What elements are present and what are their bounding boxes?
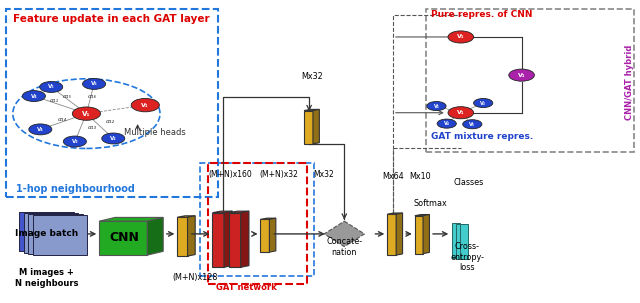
Polygon shape	[324, 221, 365, 247]
Text: V₅: V₅	[48, 85, 54, 89]
Text: α₁₆: α₁₆	[88, 94, 97, 99]
Polygon shape	[99, 218, 163, 221]
FancyBboxPatch shape	[33, 215, 87, 255]
Text: V₁: V₁	[82, 111, 91, 117]
Text: GAT mixture repres.: GAT mixture repres.	[431, 132, 533, 142]
Text: Classes: Classes	[453, 178, 484, 187]
Polygon shape	[177, 216, 195, 217]
Text: Feature update in each GAT layer: Feature update in each GAT layer	[13, 14, 209, 24]
Polygon shape	[229, 211, 249, 213]
Circle shape	[22, 91, 45, 102]
Text: V₁: V₁	[457, 35, 465, 39]
Polygon shape	[415, 215, 429, 216]
Text: V₁: V₁	[518, 73, 525, 78]
Circle shape	[437, 119, 456, 128]
Polygon shape	[387, 213, 403, 214]
Text: Mx64: Mx64	[382, 172, 404, 181]
Circle shape	[448, 107, 474, 119]
Text: α₁₄: α₁₄	[58, 117, 67, 122]
Text: V₃: V₃	[480, 101, 486, 105]
Text: CNN: CNN	[110, 231, 140, 244]
Polygon shape	[177, 217, 188, 256]
Text: (M+N)x160: (M+N)x160	[209, 170, 252, 179]
FancyBboxPatch shape	[460, 225, 468, 259]
Polygon shape	[415, 216, 423, 254]
Polygon shape	[269, 218, 276, 252]
Polygon shape	[224, 211, 232, 267]
FancyBboxPatch shape	[24, 213, 78, 253]
Text: M images +
N neighbours: M images + N neighbours	[15, 268, 79, 288]
Text: CNN/GAT hybrid: CNN/GAT hybrid	[625, 45, 634, 120]
Polygon shape	[241, 211, 249, 267]
Text: V₃: V₃	[72, 139, 78, 144]
Circle shape	[427, 102, 446, 111]
FancyBboxPatch shape	[28, 214, 83, 254]
Text: V₁: V₁	[433, 104, 440, 108]
FancyBboxPatch shape	[456, 224, 464, 259]
Text: V₆: V₆	[91, 82, 97, 86]
Polygon shape	[147, 218, 163, 255]
Text: Mx32: Mx32	[313, 170, 333, 179]
Polygon shape	[396, 213, 403, 255]
Circle shape	[29, 124, 52, 135]
Polygon shape	[188, 216, 195, 256]
Polygon shape	[212, 211, 232, 213]
Polygon shape	[387, 214, 396, 255]
Text: 1-hop neighbourhood: 1-hop neighbourhood	[16, 184, 135, 194]
Polygon shape	[212, 213, 224, 267]
Text: Concate-
nation: Concate- nation	[326, 237, 362, 257]
Text: V₁: V₁	[141, 103, 149, 108]
Text: α₁₃: α₁₃	[88, 125, 97, 130]
Circle shape	[102, 133, 125, 144]
Text: V₄: V₄	[444, 121, 450, 126]
Text: (M+N)x32: (M+N)x32	[259, 170, 298, 179]
Circle shape	[63, 136, 86, 147]
Polygon shape	[304, 111, 313, 144]
Circle shape	[131, 98, 159, 112]
Text: V₄: V₄	[37, 127, 44, 132]
Polygon shape	[99, 221, 147, 255]
Text: Pure repres. of CNN: Pure repres. of CNN	[431, 10, 532, 19]
Circle shape	[83, 78, 106, 89]
Text: GAT network: GAT network	[216, 283, 276, 292]
Circle shape	[509, 69, 534, 81]
Text: Mx32: Mx32	[301, 72, 323, 81]
Polygon shape	[260, 218, 276, 219]
Polygon shape	[304, 109, 319, 111]
Text: V₁: V₁	[457, 110, 465, 115]
Circle shape	[72, 107, 100, 120]
Polygon shape	[260, 219, 269, 252]
Text: V₂: V₂	[110, 136, 116, 141]
Text: Multiple heads: Multiple heads	[124, 128, 186, 137]
Circle shape	[448, 31, 474, 43]
FancyBboxPatch shape	[452, 223, 460, 258]
Polygon shape	[229, 213, 241, 267]
Text: α₁₂: α₁₂	[106, 119, 115, 124]
Polygon shape	[423, 215, 429, 254]
Circle shape	[474, 98, 493, 108]
Polygon shape	[313, 109, 319, 144]
Text: α₁₁: α₁₁	[50, 98, 59, 103]
FancyBboxPatch shape	[19, 212, 74, 251]
Text: α₁₅: α₁₅	[63, 94, 72, 99]
Text: Image batch: Image batch	[15, 229, 78, 238]
Circle shape	[40, 82, 63, 92]
Text: V₄: V₄	[31, 94, 37, 98]
Text: Softmax: Softmax	[413, 199, 447, 208]
Text: Cross-
entropy-
loss: Cross- entropy- loss	[450, 242, 484, 272]
Text: (M+N)x128: (M+N)x128	[173, 273, 218, 282]
Text: V₅: V₅	[469, 122, 476, 127]
Text: Mx10: Mx10	[410, 172, 431, 181]
Circle shape	[463, 120, 482, 129]
